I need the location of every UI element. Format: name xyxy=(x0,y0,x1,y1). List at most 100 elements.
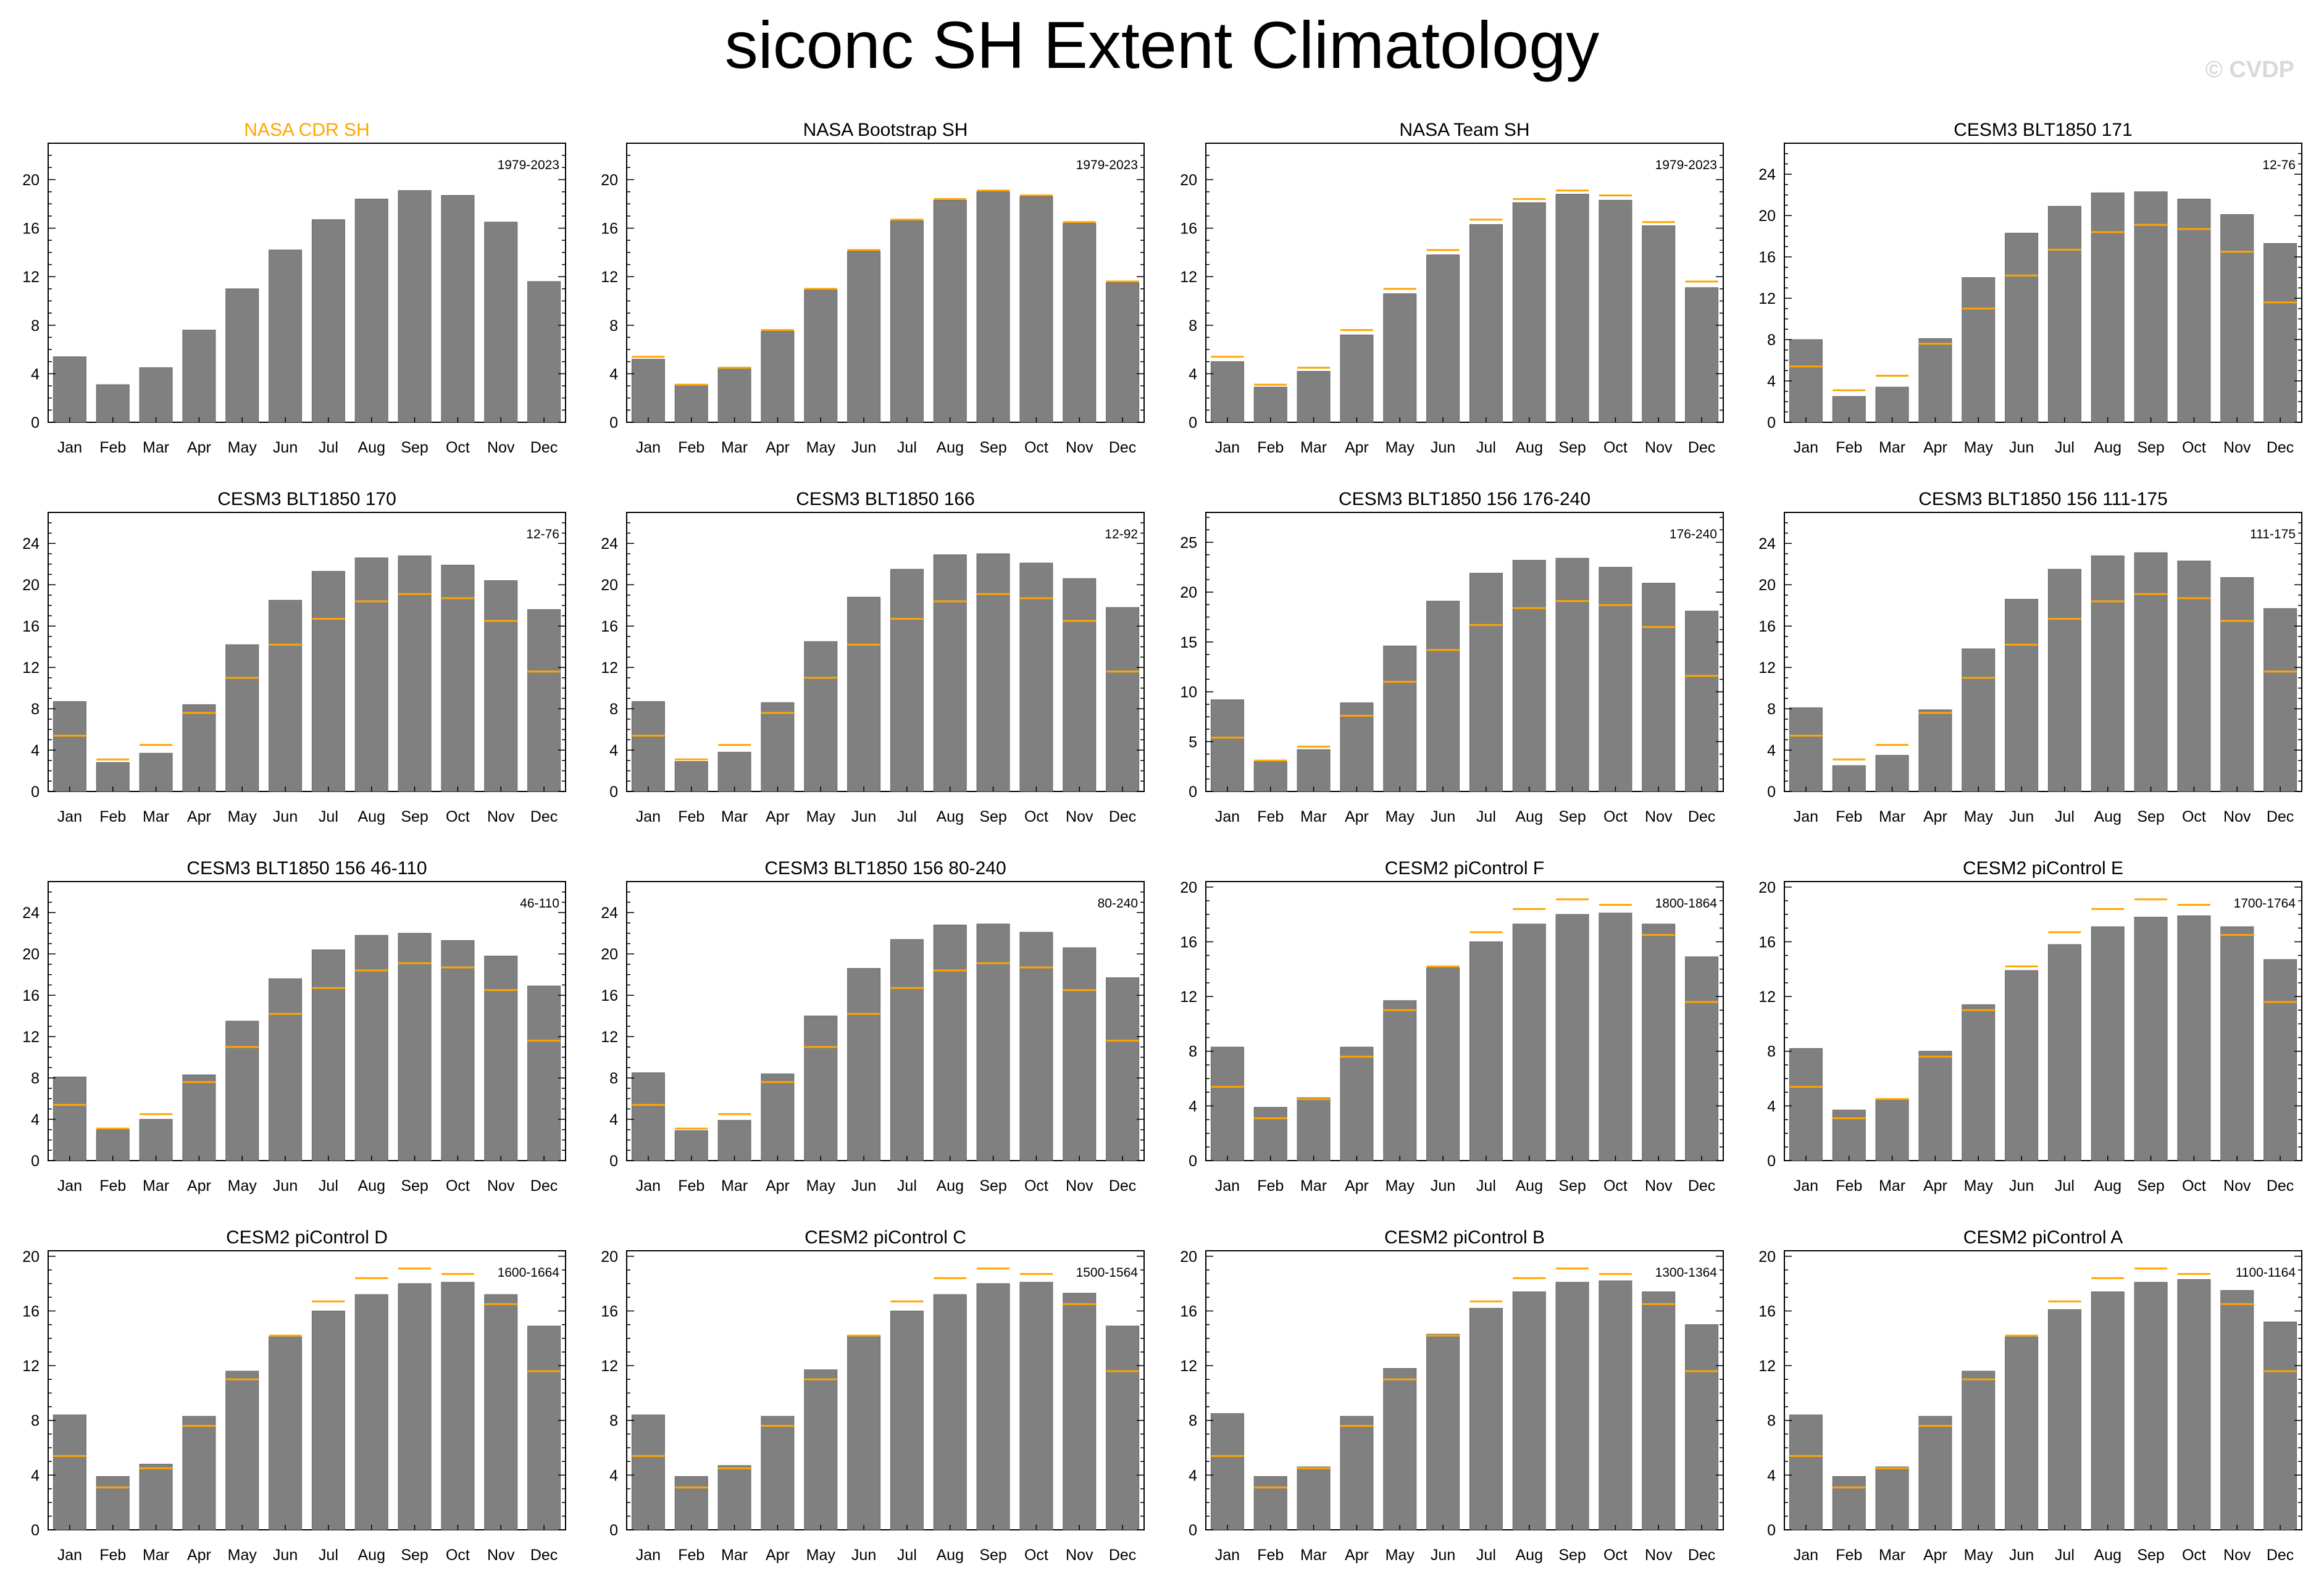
bar xyxy=(1875,386,1909,423)
x-tick-label: May xyxy=(1964,1177,1994,1195)
x-tick-label: Oct xyxy=(1603,1546,1628,1564)
x-tick-label: Aug xyxy=(1516,1546,1543,1564)
x-tick-label: May xyxy=(806,439,836,456)
y-tick-label: 12 xyxy=(22,269,40,286)
x-tick-label: Jun xyxy=(2009,1177,2034,1195)
plot-frame xyxy=(1784,1250,2302,1530)
bar xyxy=(1685,956,1719,1161)
bar xyxy=(1383,1368,1417,1530)
x-tick-label: Oct xyxy=(2182,439,2206,456)
x-tick-label: Aug xyxy=(1516,1177,1543,1195)
y-tick-label: 8 xyxy=(31,317,40,335)
bar xyxy=(1210,699,1244,792)
panel-15: CESM2 piControl B 1300-1364 Jan Feb Mar Apr Ma… xyxy=(1180,1227,1724,1564)
bar xyxy=(1555,557,1589,792)
panel-4: CESM3 BLT1850 171 12-76 Jan Feb Mar Apr May Jun… xyxy=(1758,120,2302,456)
x-tick-label: Jun xyxy=(273,1546,298,1564)
bar xyxy=(1918,1416,1952,1530)
x-tick-label: May xyxy=(1964,1546,1994,1564)
x-tick-label: Feb xyxy=(99,1177,126,1195)
y-tick-label: 12 xyxy=(1180,1358,1197,1375)
bar xyxy=(2220,1290,2254,1530)
x-tick-label: Apr xyxy=(1923,1177,1947,1195)
y-tick-label: 0 xyxy=(31,1153,40,1170)
panel-9: CESM3 BLT1850 156 46-110 46-110 Jan Feb Mar A… xyxy=(22,858,566,1195)
panel-5: CESM3 BLT1850 170 12-76 Jan Feb Mar Apr May Jun… xyxy=(22,489,566,825)
bar xyxy=(1426,254,1460,423)
y-tick-label: 5 xyxy=(1189,733,1197,751)
bar xyxy=(225,1371,259,1530)
x-tick-label: Aug xyxy=(937,439,964,456)
bar xyxy=(1685,1324,1719,1530)
x-tick-label: Feb xyxy=(1836,1177,1862,1195)
panel-13: CESM2 piControl D 1600-1664 Jan Feb Mar Apr Ma… xyxy=(22,1227,566,1564)
x-tick-label: May xyxy=(1386,808,1415,825)
y-tick-label: 20 xyxy=(601,946,618,963)
x-tick-label: Jan xyxy=(1215,439,1240,456)
x-tick-label: Nov xyxy=(1645,1177,1673,1195)
panel-10: CESM3 BLT1850 156 80-240 80-240 Jan Feb Mar A… xyxy=(601,858,1145,1195)
bar xyxy=(441,940,475,1161)
x-tick-label: Dec xyxy=(530,1177,558,1195)
panel-title: CESM3 BLT1850 166 xyxy=(796,489,975,509)
bar xyxy=(1642,1291,1676,1530)
bar xyxy=(354,935,388,1161)
x-tick-label: Feb xyxy=(678,808,704,825)
bar xyxy=(2134,917,2168,1161)
y-tick-label: 4 xyxy=(1767,742,1776,759)
plot-frame xyxy=(1205,512,1724,792)
x-tick-label: Mar xyxy=(143,1177,169,1195)
bar xyxy=(182,330,216,423)
x-tick-label: Sep xyxy=(979,439,1006,456)
bar xyxy=(96,1129,130,1161)
y-tick-label: 0 xyxy=(1767,1153,1776,1170)
period-annotation: 1979-2023 xyxy=(498,158,559,172)
bar xyxy=(1918,709,1952,792)
bar xyxy=(761,702,795,792)
x-tick-label: Nov xyxy=(2223,1177,2251,1195)
x-tick-label: May xyxy=(1964,808,1994,825)
panel-title: CESM3 BLT1850 156 111-175 xyxy=(1918,489,2168,509)
x-tick-label: May xyxy=(228,439,257,456)
bar xyxy=(2047,206,2081,423)
bar xyxy=(269,249,303,423)
x-tick-label: Mar xyxy=(143,808,169,825)
x-tick-label: Mar xyxy=(721,808,748,825)
x-tick-label: Nov xyxy=(1645,439,1673,456)
x-tick-label: Oct xyxy=(1024,1546,1048,1564)
y-tick-label: 10 xyxy=(1180,684,1197,701)
bar xyxy=(761,331,795,423)
x-tick-label: Sep xyxy=(1558,1177,1586,1195)
plot-frame xyxy=(626,881,1145,1161)
bar xyxy=(1832,1476,1866,1530)
x-tick-label: Jun xyxy=(851,1177,876,1195)
x-tick-label: Jun xyxy=(2009,1546,2034,1564)
period-annotation: 176-240 xyxy=(1670,527,1717,541)
x-tick-label: Jul xyxy=(897,439,917,456)
y-tick-label: 12 xyxy=(1758,659,1776,677)
bar xyxy=(484,580,518,792)
x-tick-label: Jun xyxy=(1431,1177,1455,1195)
bar xyxy=(1789,339,1823,423)
bar xyxy=(761,1416,795,1530)
x-tick-label: Jun xyxy=(1431,808,1455,825)
x-tick-label: Dec xyxy=(1688,439,1715,456)
x-tick-label: Dec xyxy=(2267,1177,2294,1195)
x-tick-label: Nov xyxy=(487,808,515,825)
bar xyxy=(1962,648,1996,792)
x-tick-label: Jun xyxy=(273,808,298,825)
bar xyxy=(2263,608,2297,792)
bar xyxy=(269,978,303,1161)
period-annotation: 1700-1764 xyxy=(2234,896,2296,911)
x-tick-label: Oct xyxy=(1603,1177,1628,1195)
period-annotation: 1979-2023 xyxy=(1655,158,1717,172)
x-tick-label: Mar xyxy=(1879,808,1905,825)
bar xyxy=(1383,1000,1417,1161)
period-annotation: 1800-1864 xyxy=(1655,896,1718,911)
y-tick-label: 4 xyxy=(31,1111,40,1129)
y-tick-label: 8 xyxy=(31,701,40,718)
x-tick-label: Apr xyxy=(187,439,211,456)
y-tick-label: 4 xyxy=(1189,1467,1197,1484)
bar xyxy=(52,701,86,792)
